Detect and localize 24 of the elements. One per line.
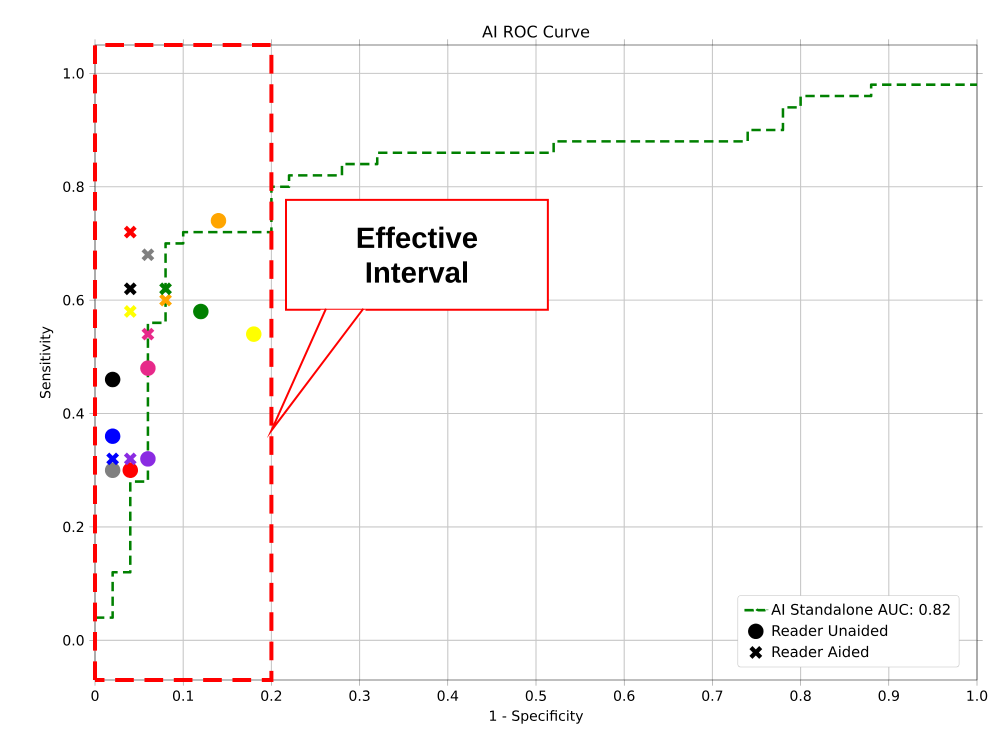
x-tick-label: 0.3 [349, 690, 370, 701]
legend-label: Reader Aided [772, 646, 868, 658]
x-axis-title: 1 - Specificity [490, 710, 584, 724]
y-tick-label: 1.0 [64, 68, 84, 79]
x-tick-label: 0.4 [438, 690, 458, 701]
y-axis-title: Sensitivity [40, 326, 54, 398]
x-tick-label: 0.1 [172, 690, 194, 701]
x-tick-label: 0.2 [261, 690, 282, 701]
x-tick-label: 0.6 [614, 690, 634, 701]
y-tick-label: 0.4 [63, 408, 84, 419]
y-tick-label: 0.6 [63, 294, 84, 306]
legend-label: AI Standalone AUC: 0.82 [771, 604, 950, 615]
annotation: Effective Interval [358, 226, 478, 283]
y-tick-label: 0.8 [63, 181, 84, 192]
legend-label: Reader Unaided [772, 624, 888, 636]
y-tick-label: 0.2 [63, 522, 84, 532]
y-tick-label: 0.0 [63, 635, 84, 646]
x-tick-label: 0.7 [702, 690, 722, 701]
chart-title: AI ROC Curve [482, 26, 590, 38]
x-tick-label: 1.0 [967, 690, 988, 701]
x-tick-label: 0.9 [878, 690, 899, 701]
x-tick-label: 0.5 [526, 690, 546, 701]
x-tick-label: 0.8 [790, 690, 811, 701]
x-tick-label: 0 [91, 690, 99, 701]
